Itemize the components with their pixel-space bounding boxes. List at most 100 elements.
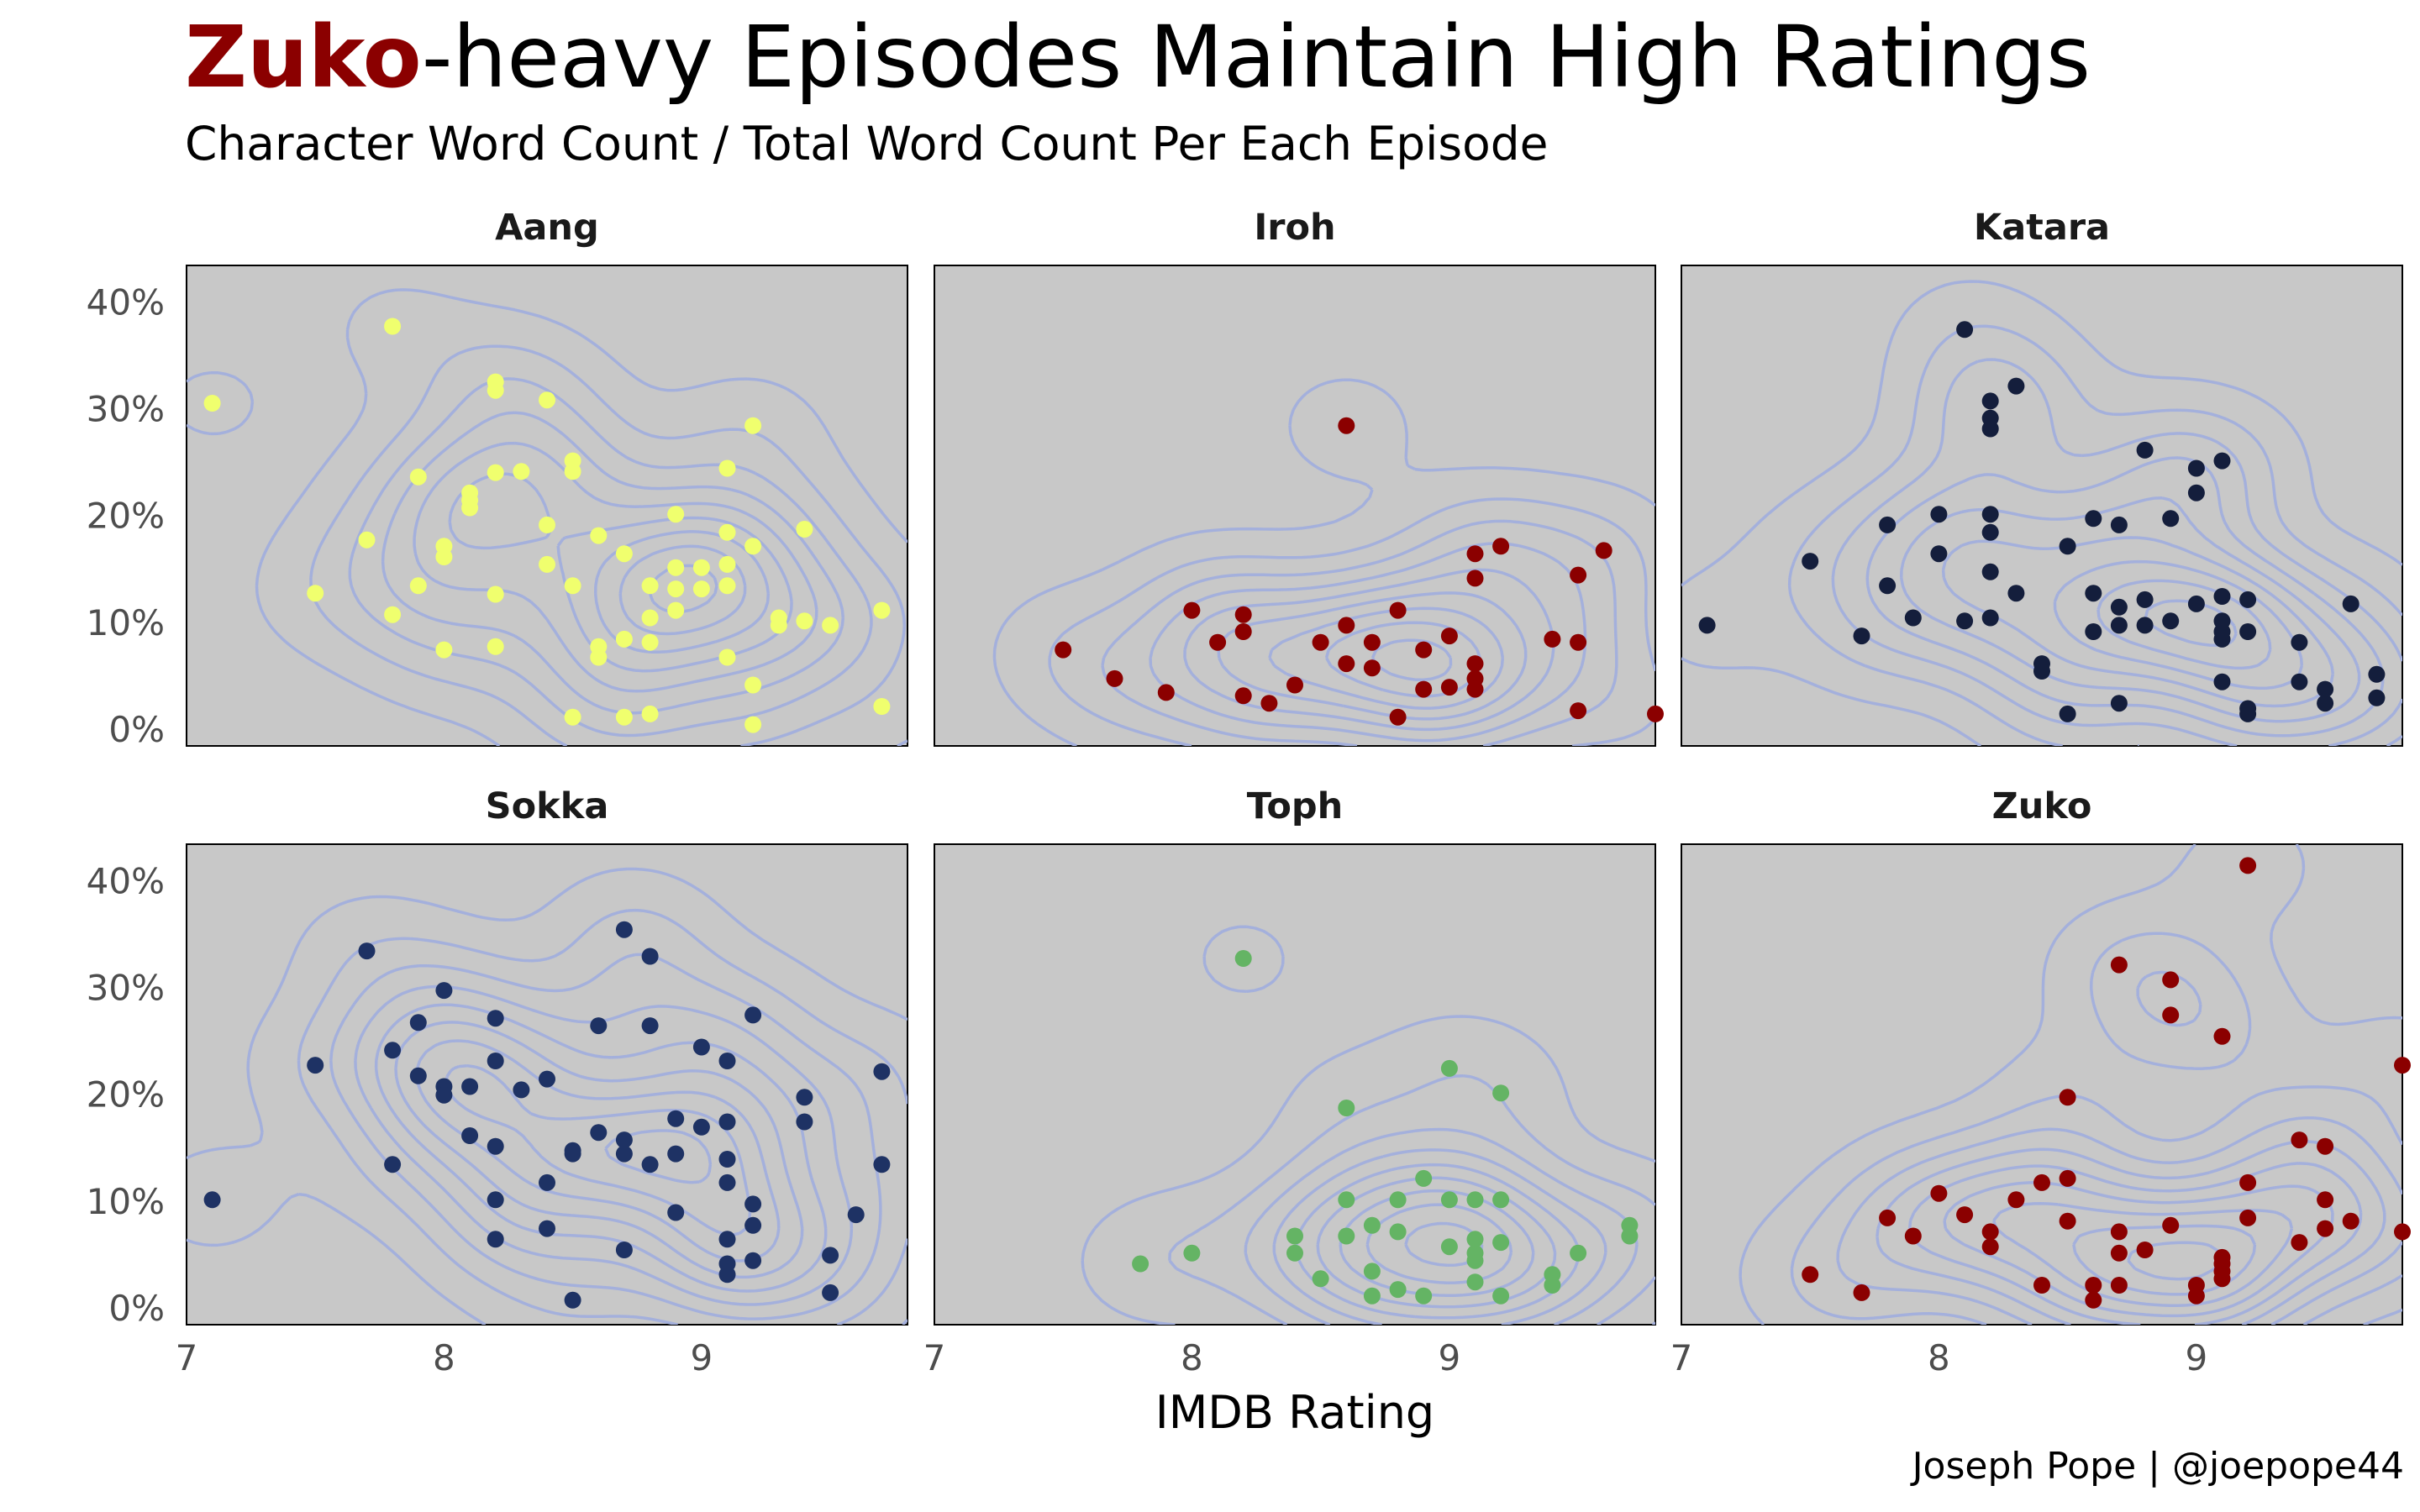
panel-zuko	[1681, 843, 2403, 1326]
point-toph-15	[1415, 1169, 1433, 1187]
point-sokka-19	[539, 1173, 555, 1191]
point-katara-34	[2162, 612, 2180, 630]
y-tick-label-sokka-4: 40%	[87, 860, 165, 901]
point-sokka-36	[692, 1038, 710, 1056]
facet-label-zuko: Zuko	[1992, 785, 2092, 827]
point-iroh-28	[1544, 630, 1561, 648]
point-zuko-39	[2342, 1212, 2360, 1230]
point-katara-10	[1981, 392, 1999, 410]
point-toph-20	[1466, 1191, 1484, 1209]
y-tick-label-sokka-3: 30%	[87, 968, 165, 1009]
point-katara-5	[1904, 609, 1922, 627]
point-iroh-19	[1415, 680, 1433, 698]
point-toph-1	[1183, 1244, 1201, 1262]
point-sokka-7	[435, 982, 453, 1000]
x-tick-label-zuko-1: 8	[1928, 1337, 1950, 1378]
y-tick-label-aang-0: 0%	[108, 709, 165, 750]
point-sokka-39	[718, 1113, 736, 1131]
chart-caption: Joseph Pope | @joepope44	[1912, 1445, 2404, 1488]
x-axis-label: IMDB Rating	[1155, 1386, 1434, 1439]
point-katara-54	[2368, 689, 2386, 706]
point-katara-35	[2187, 459, 2205, 477]
point-sokka-26	[615, 921, 633, 938]
point-iroh-22	[1466, 545, 1484, 563]
point-toph-3	[1286, 1227, 1303, 1245]
point-katara-37	[2187, 595, 2205, 612]
point-aang-46	[718, 648, 736, 666]
point-zuko-23	[2162, 1216, 2180, 1234]
point-iroh-4	[1209, 633, 1227, 651]
point-aang-34	[641, 633, 659, 651]
point-katara-1	[1802, 553, 1819, 570]
point-sokka-50	[796, 1113, 813, 1131]
density-contour-zuko	[1739, 844, 2402, 1325]
point-iroh-9	[1286, 676, 1303, 694]
point-sokka-42	[718, 1231, 736, 1248]
point-zuko-14	[2085, 1277, 2102, 1294]
point-katara-53	[2368, 665, 2386, 683]
y-tick-label-sokka-2: 20%	[87, 1074, 165, 1116]
point-zuko-26	[2213, 1027, 2231, 1045]
point-sokka-10	[461, 1078, 479, 1095]
point-katara-21	[2059, 538, 2076, 555]
point-aang-42	[718, 459, 736, 477]
point-katara-51	[2317, 695, 2334, 712]
point-zuko-4	[1930, 1184, 1948, 1202]
point-katara-12	[1981, 420, 1999, 438]
point-sokka-54	[873, 1063, 891, 1080]
point-aang-1	[307, 585, 324, 602]
point-toph-28	[1492, 1287, 1510, 1305]
point-sokka-16	[487, 1231, 504, 1248]
point-sokka-3	[384, 1042, 402, 1059]
point-aang-23	[564, 463, 581, 480]
point-sokka-30	[641, 948, 659, 965]
point-aang-43	[718, 523, 736, 541]
point-zuko-12	[2059, 1169, 2076, 1187]
point-sokka-46	[744, 1195, 762, 1213]
point-iroh-14	[1363, 633, 1381, 651]
point-katara-33	[2162, 510, 2180, 528]
density-contour-sokka	[187, 867, 908, 1325]
point-katara-9	[1956, 612, 1974, 630]
point-zuko-10	[2033, 1277, 2050, 1294]
point-zuko-5	[1956, 1206, 1974, 1224]
point-zuko-35	[2291, 1234, 2308, 1252]
point-toph-9	[1363, 1216, 1381, 1234]
point-iroh-5	[1234, 606, 1252, 623]
point-aang-38	[667, 580, 685, 598]
point-aang-53	[796, 521, 813, 538]
point-zuko-3	[1904, 1227, 1922, 1245]
point-sokka-28	[615, 1145, 633, 1163]
point-toph-12	[1389, 1191, 1407, 1209]
point-zuko-8	[2007, 1191, 2025, 1209]
point-zuko-2	[1879, 1209, 1897, 1226]
x-tick-label-sokka-1: 8	[433, 1337, 455, 1378]
point-zuko-7	[1981, 1238, 1999, 1256]
point-iroh-30	[1570, 633, 1587, 651]
y-tick-label-sokka-0: 0%	[108, 1288, 165, 1329]
point-sokka-27	[615, 1131, 633, 1149]
point-toph-16	[1415, 1287, 1433, 1305]
point-aang-32	[641, 577, 659, 595]
point-katara-18	[2007, 585, 2025, 602]
point-iroh-7	[1234, 687, 1252, 705]
point-katara-24	[2085, 585, 2102, 602]
point-toph-4	[1286, 1244, 1303, 1262]
point-katara-52	[2342, 595, 2360, 612]
point-sokka-15	[487, 1191, 504, 1209]
point-toph-26	[1492, 1191, 1510, 1209]
point-sokka-14	[487, 1137, 504, 1155]
point-iroh-15	[1363, 659, 1381, 677]
point-aang-4	[384, 606, 402, 623]
point-katara-32	[2136, 617, 2154, 634]
point-aang-19	[539, 391, 555, 409]
point-toph-21	[1466, 1231, 1484, 1248]
point-iroh-0	[1055, 641, 1072, 659]
point-aang-12	[461, 499, 479, 517]
point-sokka-25	[590, 1124, 608, 1142]
point-sokka-48	[744, 1252, 762, 1269]
point-aang-9	[435, 641, 453, 659]
point-aang-48	[744, 538, 762, 555]
point-sokka-1	[307, 1057, 324, 1074]
